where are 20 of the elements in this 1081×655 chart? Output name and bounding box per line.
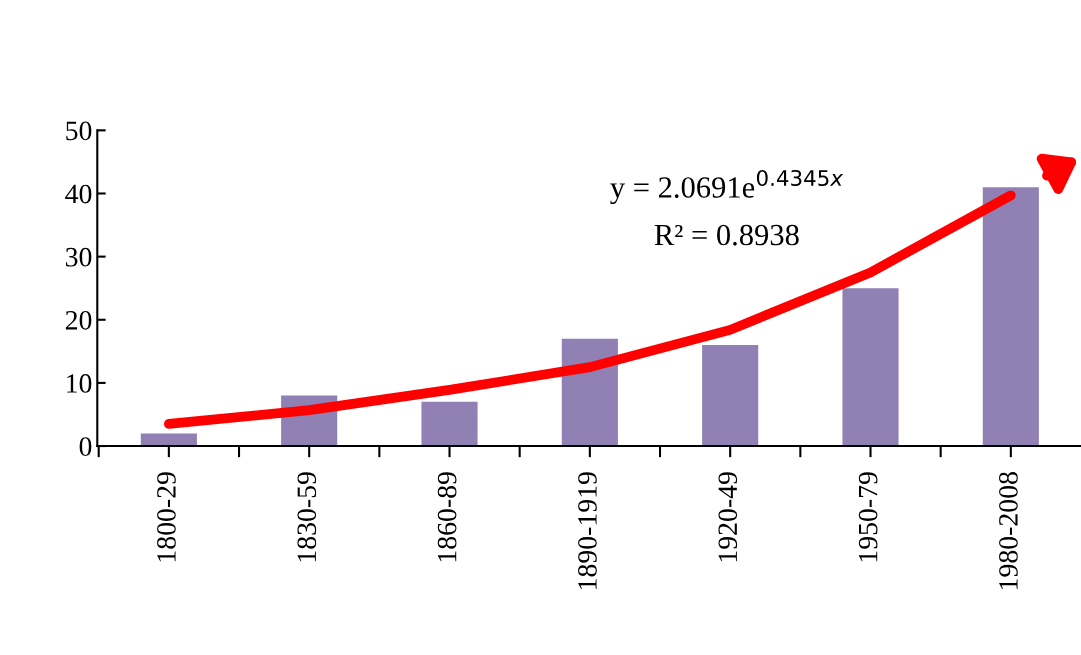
y-tick-label: 30 [65,247,92,267]
y-tick-label: 40 [65,184,92,204]
y-tick-label: 20 [65,310,92,330]
x-tick-label: 1860-89 [437,472,457,562]
y-tick-label: 10 [67,374,92,393]
x-tick-label: 1830-59 [297,472,317,562]
bar [842,288,899,447]
annotation: R² = 0.8938 [654,224,799,246]
bar [140,433,197,447]
bar [982,187,1039,447]
bar [421,401,478,447]
annotation: y = 2.0691e$^{0.4345x}$ [610,169,844,205]
x-tick-label: 1950-79 [858,472,878,562]
y-tick-label: 0 [79,437,92,456]
x-tick-label: 1890-1919 [578,472,597,589]
y-tick-label: 50 [66,121,92,141]
x-tick-label: 1800-29 [157,472,176,562]
x-tick-label: 1920-49 [718,472,738,562]
bar [702,345,759,447]
x-tick-label: 1980-2008 [999,472,1018,589]
